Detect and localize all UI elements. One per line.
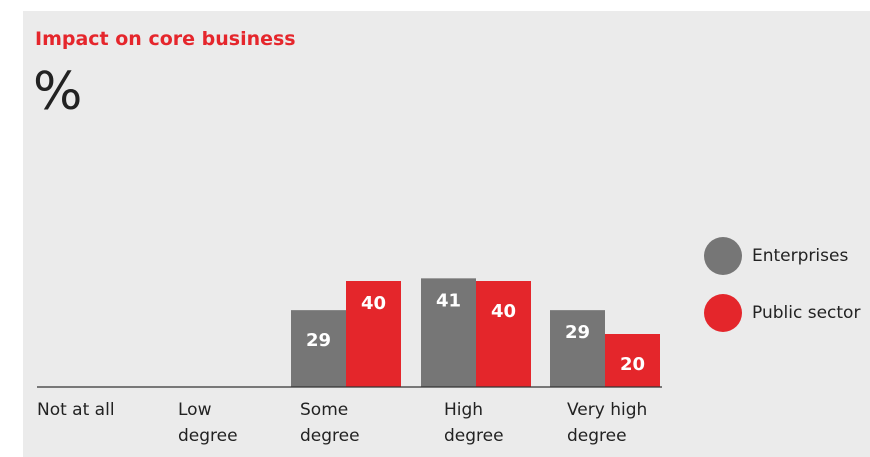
x-tick-label-very-high-degree-line-1: Very high [567,400,647,420]
x-tick-label-low-degree-line-1: Low [178,400,212,420]
data-label-public-sector-very-high-degree: 20 [620,354,645,375]
data-label-public-sector-some-degree: 40 [361,293,386,314]
x-tick-label-some-degree-line-2: degree [300,426,360,446]
x-tick-label-low-degree-line-2: degree [178,426,238,446]
legend-swatch-enterprises [704,237,742,275]
legend-label-enterprises: Enterprises [752,246,849,266]
x-tick-label-high-degree-line-2: degree [444,426,504,446]
bar-public-sector-high-degree [476,281,531,387]
x-tick-label-some-degree-line-1: Some [300,400,348,420]
data-label-enterprises-some-degree: 29 [306,330,331,351]
bar-public-sector-some-degree [346,281,401,387]
legend-label-public-sector: Public sector [752,303,861,323]
chart-unit-label: % [33,62,83,122]
x-tick-label-very-high-degree-line-2: degree [567,426,627,446]
bar-enterprises-very-high-degree [550,310,605,387]
legend-item-enterprises: Enterprises [704,237,848,275]
x-tick-label-high-degree-line-1: High [444,400,483,420]
x-tick-label-not-at-all: Not at all [37,400,115,420]
bar-enterprises-some-degree [291,310,346,387]
legend-item-public-sector: Public sector [704,294,860,332]
data-label-enterprises-high-degree: 41 [436,290,461,311]
bar-enterprises-high-degree [421,278,476,387]
data-label-public-sector-high-degree: 40 [491,301,516,322]
chart-title: Impact on core business [35,28,296,50]
legend-swatch-public-sector [704,294,742,332]
bar-public-sector-very-high-degree [605,334,660,387]
data-label-enterprises-very-high-degree: 29 [565,322,590,343]
